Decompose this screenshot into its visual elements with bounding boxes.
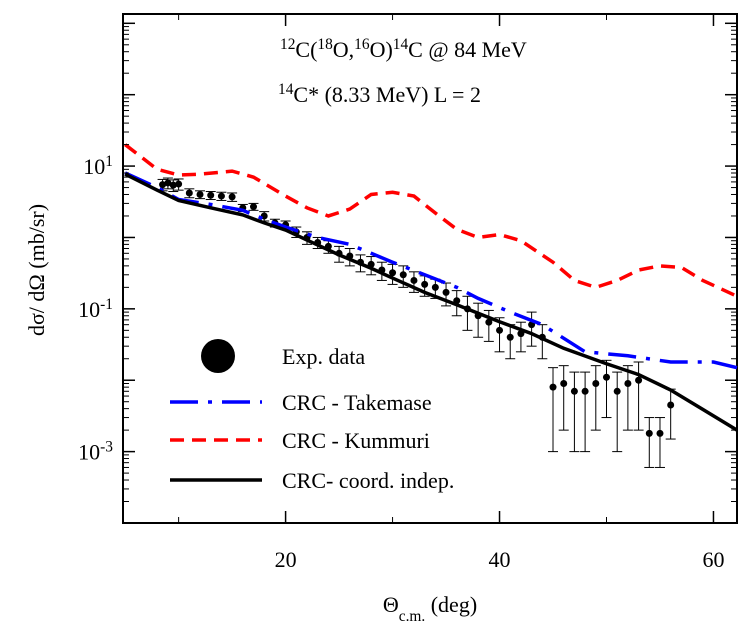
data-point xyxy=(656,429,664,437)
data-point xyxy=(560,379,568,387)
series-line xyxy=(124,171,738,370)
annotation: 14C* (8.33 MeV) L = 2 xyxy=(278,81,481,108)
data-point xyxy=(399,271,407,279)
series-line xyxy=(124,172,738,432)
data-point xyxy=(169,181,177,189)
legend-label: CRC - Takemase xyxy=(282,390,432,415)
x-tick-label: 20 xyxy=(275,547,297,572)
data-point xyxy=(613,387,621,395)
legend-label: Exp. data xyxy=(282,344,365,369)
y-tick-label: 101 xyxy=(83,153,113,180)
x-axis-label: Θc.m. (deg) xyxy=(383,592,477,625)
legend-label: CRC - Kummuri xyxy=(282,428,430,453)
data-point xyxy=(602,373,610,381)
data-point xyxy=(549,383,557,391)
data-point xyxy=(635,376,643,384)
series-line xyxy=(124,143,738,298)
data-point xyxy=(442,288,450,296)
legend-label: CRC- coord. indep. xyxy=(282,468,454,493)
data-point xyxy=(496,326,504,334)
data-point xyxy=(250,203,258,211)
y-tick-label: 10-1 xyxy=(78,295,113,322)
x-tick-label: 40 xyxy=(489,547,511,572)
data-point xyxy=(164,179,172,187)
data-point xyxy=(185,189,193,197)
data-point xyxy=(570,387,578,395)
data-point xyxy=(431,283,439,291)
data-point xyxy=(485,318,493,326)
data-point xyxy=(410,276,418,284)
x-tick-label: 60 xyxy=(702,547,724,572)
data-point xyxy=(196,190,204,198)
y-axis-label: dσ/ dΩ (mb/sr) xyxy=(24,204,49,336)
y-tick-label: 10-3 xyxy=(78,438,113,465)
data-point xyxy=(217,192,225,200)
data-point xyxy=(421,280,429,288)
data-point xyxy=(506,333,514,341)
data-point xyxy=(645,429,653,437)
data-point xyxy=(389,269,397,277)
plot-frame xyxy=(122,13,738,524)
data-point xyxy=(581,387,589,395)
legend-marker xyxy=(201,339,235,373)
data-point xyxy=(592,379,600,387)
data-point xyxy=(159,181,167,189)
data-point xyxy=(228,193,236,201)
data-point xyxy=(624,379,632,387)
data-point xyxy=(175,180,183,188)
data-point xyxy=(667,401,675,409)
plot-area xyxy=(124,143,738,468)
data-point xyxy=(207,191,215,199)
annotation: 12C(18O,16O)14C @ 84 MeV xyxy=(280,36,527,63)
